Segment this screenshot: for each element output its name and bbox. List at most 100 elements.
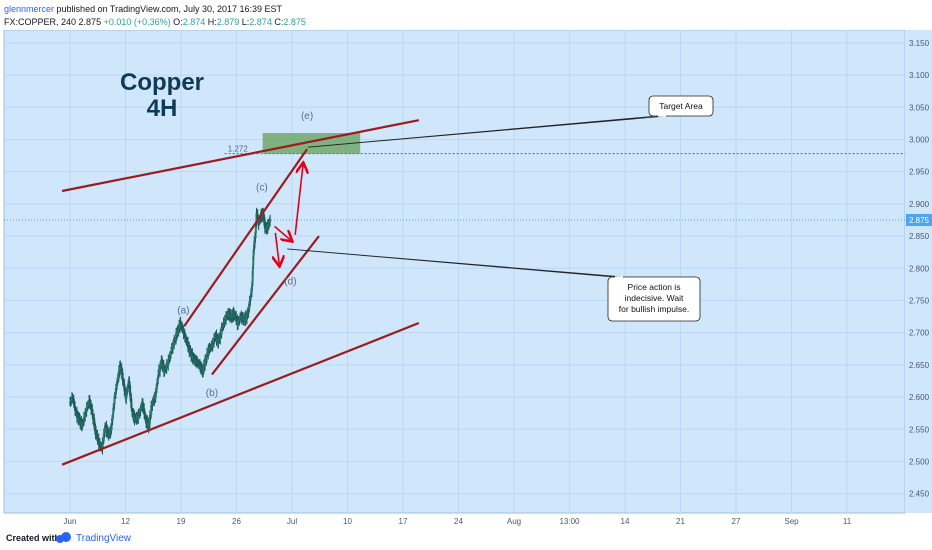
candle-body [201, 368, 204, 373]
candle-body [217, 340, 220, 344]
candle-body [70, 397, 73, 401]
candle-body [186, 341, 189, 349]
arrow-up [294, 164, 303, 235]
candle-body [81, 423, 84, 428]
candle-body [98, 443, 101, 445]
candle-body [155, 388, 158, 392]
candle-body [188, 350, 191, 353]
candle-body [185, 337, 188, 342]
last-value: 2.875 [78, 17, 102, 27]
candle-body [205, 357, 208, 361]
price-chart[interactable]: 2.450 2.500 2.550 2.600 2.650 2.700 2.750 2.800… [0, 30, 932, 528]
y-tick-label: 2.850 [909, 232, 930, 241]
candle-body [84, 411, 87, 413]
open-label: O: [173, 17, 183, 27]
wave-label: (d) [284, 276, 296, 287]
candle-body [127, 383, 130, 388]
author-link[interactable]: glennmercer [4, 4, 55, 14]
low-label: L: [241, 17, 250, 27]
y-tick-label: 2.700 [909, 329, 930, 338]
arrow-down [275, 232, 279, 265]
candle-body [161, 361, 164, 369]
y-tick-label: 2.750 [909, 296, 930, 305]
candle-body [222, 322, 225, 327]
x-tick-label: 17 [399, 517, 408, 526]
chart-title: Copper [120, 69, 204, 96]
candle-body [213, 338, 216, 340]
candle-body [125, 391, 128, 394]
candle-body [185, 341, 188, 343]
candle-body [152, 400, 155, 403]
candle-body [91, 408, 94, 415]
candle-body [138, 411, 141, 414]
tradingview-brand[interactable]: TradingView [76, 533, 132, 544]
candle-body [148, 423, 151, 429]
candle-body [128, 381, 131, 386]
candle-body [242, 318, 245, 321]
candle-body [221, 326, 224, 328]
candle-body [252, 255, 255, 266]
candle-body [192, 355, 195, 359]
candle-body [159, 364, 162, 372]
candle-body [144, 415, 147, 421]
candle-body [212, 338, 215, 344]
candle-body [82, 416, 85, 422]
candle-body [219, 332, 222, 340]
candle-body [207, 348, 210, 355]
candle-body [156, 379, 159, 383]
candle-body [140, 407, 143, 409]
chart-footer: Created with TradingView [0, 528, 932, 550]
candle-body [251, 270, 254, 282]
x-tick-label: 26 [232, 517, 241, 526]
candle-body [149, 414, 152, 416]
y-tick-label: 2.550 [909, 425, 930, 434]
candle-body [181, 326, 184, 330]
candle-body [102, 441, 105, 443]
chart-title: 4H [147, 95, 178, 122]
callout-box [607, 276, 701, 322]
candle-body [121, 372, 124, 381]
candle-body [242, 316, 245, 321]
candle-body [173, 339, 176, 345]
candle-body [168, 359, 171, 361]
y-tick-label: 3.150 [909, 39, 930, 48]
x-tick-label: Aug [507, 517, 521, 526]
candle-body [168, 356, 171, 360]
candle-body [157, 374, 160, 380]
candle-body [122, 382, 125, 385]
candle-body [83, 416, 86, 418]
lower-channel-line [61, 321, 420, 466]
callout-box [648, 95, 714, 117]
candle-body [114, 394, 117, 396]
arrow-right [274, 225, 292, 240]
candle-body [170, 347, 173, 352]
candle-body [103, 431, 106, 434]
candle-body [143, 414, 146, 416]
candle-body [129, 385, 132, 396]
candle-body [71, 397, 74, 399]
candle-body [131, 408, 134, 412]
candle-body [141, 402, 144, 409]
target-callout: Target Area [307, 95, 714, 148]
target-zone [262, 133, 361, 154]
candle-body [225, 316, 228, 320]
publish-line: glennmercer published on TradingView.com… [4, 4, 282, 14]
candle-body [116, 377, 119, 382]
candle-body [220, 326, 223, 335]
candle-body [115, 386, 118, 389]
x-tick-label: Sep [784, 517, 799, 526]
candle-body [175, 332, 178, 340]
x-tick-label: 10 [343, 517, 352, 526]
x-tick-label: 14 [621, 517, 630, 526]
callout-text: for bullish impulse. [619, 304, 689, 314]
y-tick-label: 2.900 [909, 200, 930, 209]
chart-header: glennmercer published on TradingView.com… [0, 0, 932, 30]
candle-body [102, 433, 105, 442]
candle-body [208, 347, 211, 352]
candle-body [99, 444, 102, 447]
candle-body [87, 402, 90, 406]
candle-body [160, 360, 163, 362]
candle-body [160, 360, 163, 367]
candle-body [167, 359, 170, 366]
ohlc-line: FX:COPPER, 240 2.875 +0.010 (+0.36%) O:2… [4, 17, 306, 27]
